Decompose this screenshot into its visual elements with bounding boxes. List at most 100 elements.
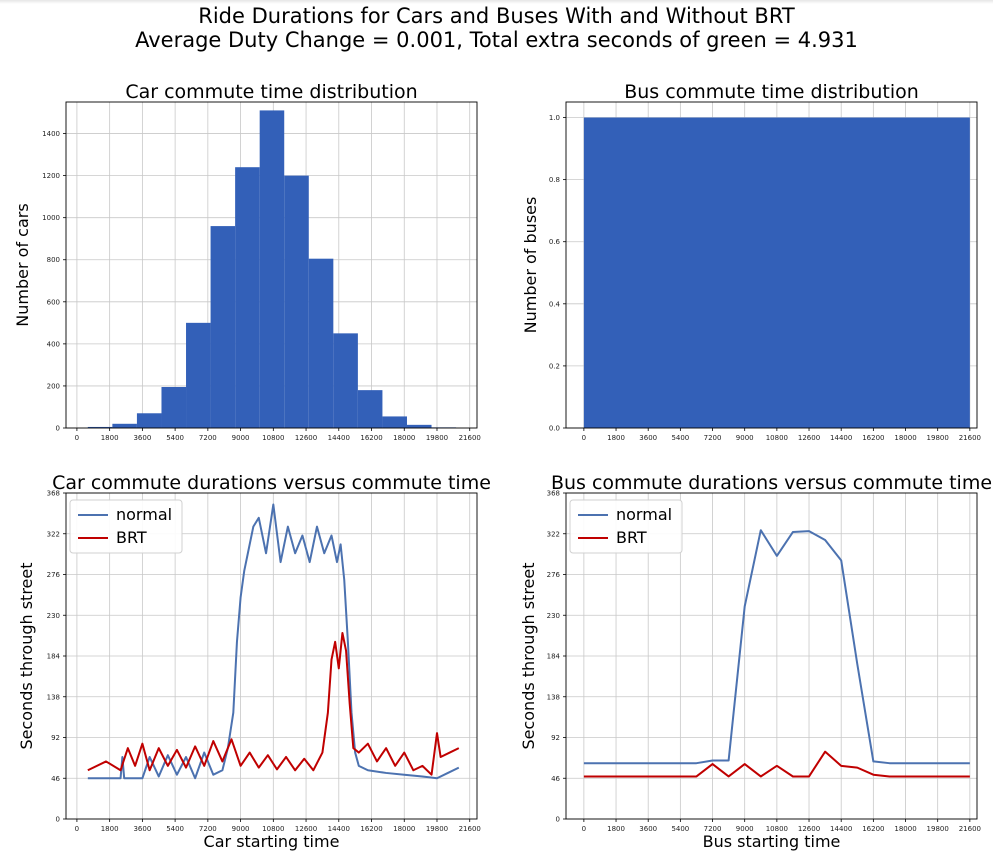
y-tick-label: 800 — [47, 256, 60, 264]
car-dur-chart: 0 1800 3600 5400 7200 9000 10800 12600 14400 1620… — [17, 472, 491, 851]
axes-title: Bus commute time distribution — [624, 81, 919, 103]
series-line-brt — [583, 750, 970, 778]
x-tick-label: 10800 — [766, 825, 788, 833]
y-axis-label: Seconds through street — [17, 562, 36, 749]
x-tick-label: 21600 — [459, 434, 481, 442]
bar — [235, 167, 260, 428]
y-axis-label: Seconds through street — [519, 562, 538, 749]
legend-label-normal: normal — [116, 505, 172, 524]
y-tick-label: 0 — [556, 816, 560, 824]
x-tick-label: 1800 — [607, 434, 625, 442]
y-tick-label: 92 — [551, 734, 560, 742]
x-tick-label: 18000 — [393, 825, 415, 833]
y-tick-label: 368 — [547, 490, 560, 498]
y-tick-label: 600 — [47, 298, 60, 306]
x-tick-label: 0 — [582, 825, 586, 833]
x-tick-label: 0 — [75, 825, 79, 833]
x-tick-label: 12600 — [798, 825, 820, 833]
y-tick-label: 276 — [547, 571, 561, 579]
bar — [136, 413, 162, 428]
x-tick-label: 7200 — [199, 825, 217, 833]
y-tick-label: 322 — [47, 530, 60, 538]
y-tick-label: 368 — [47, 490, 60, 498]
x-tick-label: 18000 — [393, 434, 415, 442]
bar — [284, 175, 309, 428]
y-tick-label: 0 — [56, 425, 60, 433]
x-tick-label: 0 — [582, 434, 586, 442]
x-tick-label: 9000 — [736, 825, 754, 833]
x-tick-label: 9000 — [736, 434, 754, 442]
x-tick-label: 16200 — [862, 434, 884, 442]
y-tick-label: 1.0 — [549, 114, 560, 122]
y-tick-label: 46 — [51, 775, 60, 783]
x-tick-label: 14400 — [328, 825, 350, 833]
bar — [210, 226, 236, 428]
x-tick-label: 7200 — [199, 434, 217, 442]
x-tick-label: 14400 — [830, 434, 852, 442]
bar — [259, 110, 285, 428]
x-tick-label: 14400 — [328, 434, 350, 442]
legend-label-brt: BRT — [616, 528, 647, 547]
bar — [161, 386, 187, 428]
y-tick-label: 0.8 — [549, 176, 560, 184]
y-axis-label: Number of buses — [521, 197, 540, 334]
legend-label-brt: BRT — [116, 528, 147, 547]
x-tick-label: 16200 — [360, 825, 382, 833]
y-tick-label: 0.6 — [549, 238, 561, 246]
bar — [333, 333, 358, 428]
bar — [112, 423, 137, 428]
y-axis-label: Number of cars — [13, 203, 32, 326]
x-tick-label: 19800 — [426, 434, 448, 442]
bar — [308, 258, 334, 428]
y-tick-label: 322 — [547, 530, 560, 538]
bar — [87, 426, 113, 428]
x-tick-label: 10800 — [262, 825, 284, 833]
x-tick-label: 21600 — [959, 825, 981, 833]
bars — [583, 117, 970, 429]
y-tick-label: 0 — [56, 816, 60, 824]
x-tick-label: 1800 — [101, 825, 119, 833]
car-dist-chart: 0 1800 3600 5400 7200 9000 10800 12600 14400 1620… — [13, 81, 481, 442]
x-tick-label: 18000 — [894, 825, 916, 833]
y-tick-label: 184 — [47, 653, 61, 661]
x-tick-label: 14400 — [830, 825, 852, 833]
x-axis-label: Car starting time — [204, 832, 340, 851]
x-tick-label: 10800 — [262, 434, 284, 442]
x-tick-label: 5400 — [166, 434, 184, 442]
bars — [87, 110, 457, 428]
x-tick-label: 12600 — [798, 434, 820, 442]
x-tick-label: 1800 — [607, 825, 625, 833]
x-tick-label: 10800 — [766, 434, 788, 442]
axes-title: Bus commute durations versus commute tim… — [551, 472, 992, 494]
figure-title-line-2: Average Duty Change = 0.001, Total extra… — [135, 28, 858, 52]
axes-frame — [65, 101, 478, 429]
bar — [583, 117, 970, 429]
x-tick-label: 0 — [75, 434, 79, 442]
y-tick-label: 92 — [51, 734, 60, 742]
y-tick-label: 138 — [47, 693, 60, 701]
series-line-brt — [87, 631, 460, 776]
y-tick-label: 1400 — [42, 130, 60, 138]
y-tick-label: 230 — [47, 612, 60, 620]
bar — [382, 416, 407, 428]
bus-dist-chart: 0 1800 3600 5400 7200 9000 10800 12600 14400 1620… — [521, 81, 981, 442]
y-tick-label: 0.2 — [549, 362, 560, 370]
legend-label-normal: normal — [616, 505, 672, 524]
series-line-normal — [583, 529, 970, 765]
legend: normal BRT — [569, 499, 683, 554]
axes-frame — [565, 101, 978, 429]
x-tick-label: 9000 — [232, 825, 250, 833]
x-tick-label: 21600 — [959, 434, 981, 442]
x-tick-label: 19800 — [927, 825, 949, 833]
bar — [357, 390, 383, 428]
x-tick-label: 19800 — [927, 434, 949, 442]
bar — [406, 424, 432, 428]
y-tick-label: 400 — [47, 340, 60, 348]
x-tick-label: 3600 — [639, 434, 657, 442]
x-tick-label: 7200 — [704, 434, 722, 442]
y-tick-label: 200 — [47, 382, 60, 390]
x-tick-label: 19800 — [426, 825, 448, 833]
x-tick-label: 1800 — [101, 434, 119, 442]
y-tick-label: 138 — [547, 693, 560, 701]
y-tick-label: 276 — [47, 571, 61, 579]
